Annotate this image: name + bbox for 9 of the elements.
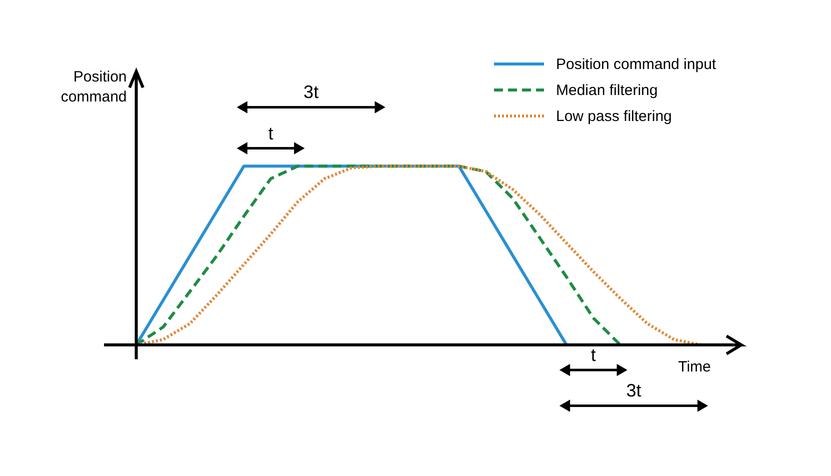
- x-axis-title: Time: [678, 358, 711, 376]
- legend-label: Low pass filtering: [556, 108, 672, 125]
- text: 3t: [304, 82, 319, 102]
- legend-label: Position command input: [556, 56, 717, 73]
- annotation: t: [590, 344, 596, 365]
- y-axis-title: Position command: [60, 68, 127, 106]
- legend-label: Median filtering: [556, 82, 658, 99]
- text: 3t: [626, 380, 642, 401]
- text: t: [268, 123, 274, 144]
